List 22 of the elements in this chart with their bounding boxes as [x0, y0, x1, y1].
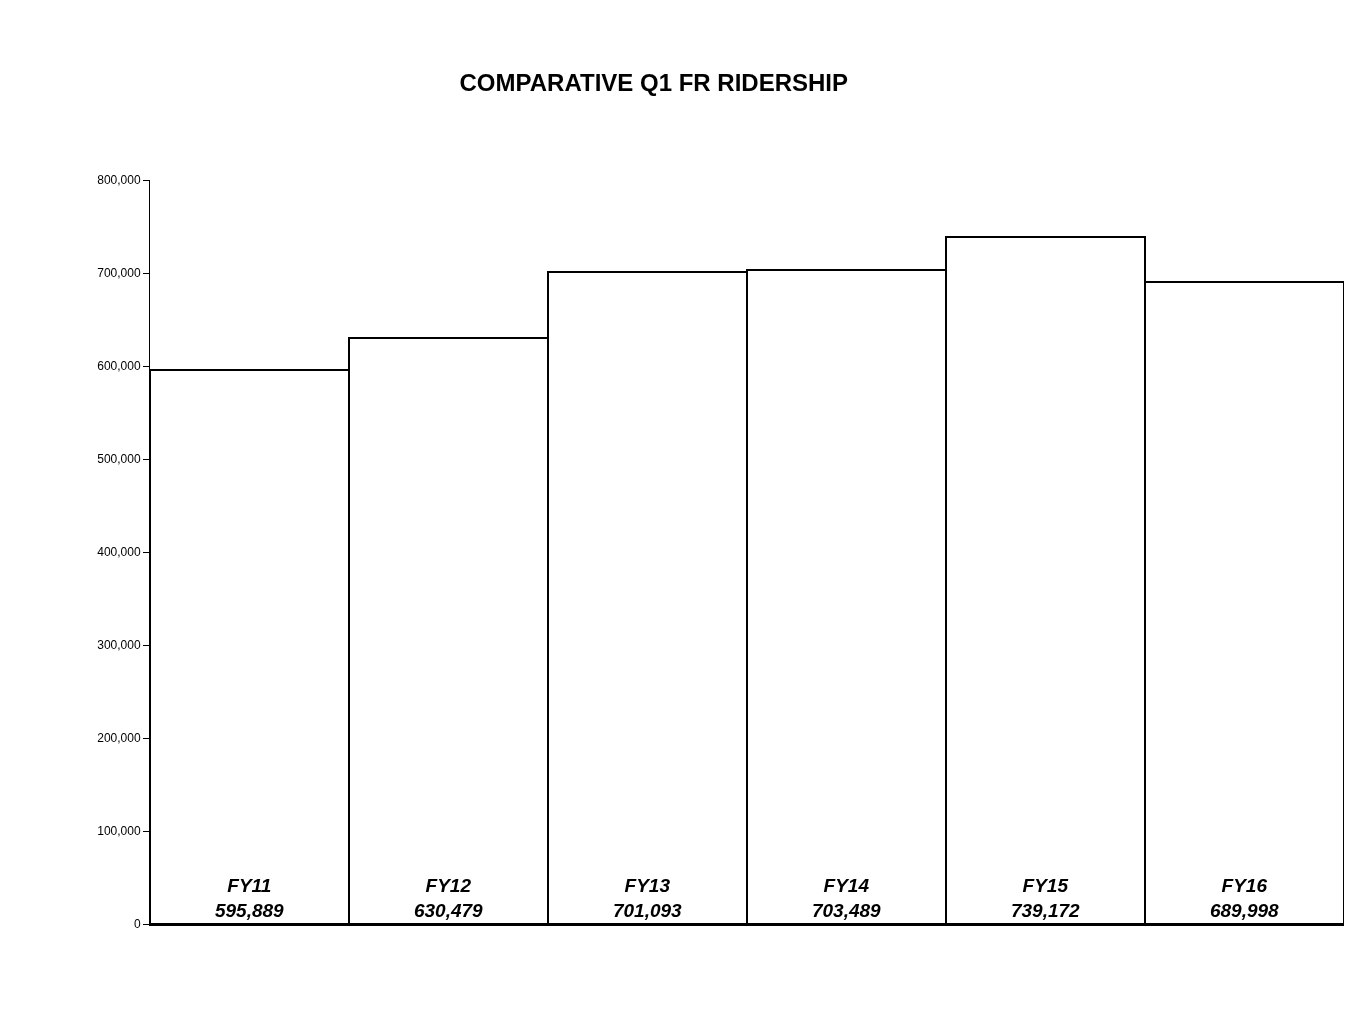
x-tick-label: FY13 — [624, 875, 671, 897]
y-tick-label: 100,000 — [97, 824, 141, 839]
x-tick-label: FY11 — [227, 875, 272, 897]
y-tick-label: 700,000 — [97, 266, 141, 281]
data-label: 739,172 — [1010, 900, 1081, 921]
y-tick-label: 600,000 — [97, 359, 141, 374]
chart-title: COMPARATIVE Q1 FR RIDERSHIP — [459, 68, 849, 96]
y-tick-label: 300,000 — [97, 638, 141, 653]
y-tick-label: 400,000 — [97, 545, 141, 560]
data-label: 689,998 — [1209, 900, 1280, 921]
y-tick-label: 0 — [133, 917, 141, 932]
data-label: 701,093 — [612, 900, 683, 921]
y-tick-label: 800,000 — [97, 173, 141, 188]
data-label: 595,889 — [214, 900, 285, 921]
y-tick-label: 200,000 — [97, 731, 141, 746]
y-tick-label: 500,000 — [97, 452, 141, 467]
data-label: 630,479 — [413, 900, 484, 921]
data-label: 703,489 — [811, 900, 882, 921]
x-tick-label: FY12 — [425, 875, 472, 897]
x-tick-label: FY16 — [1221, 875, 1268, 897]
x-tick-label: FY15 — [1022, 875, 1069, 897]
x-tick-label: FY14 — [823, 875, 870, 897]
